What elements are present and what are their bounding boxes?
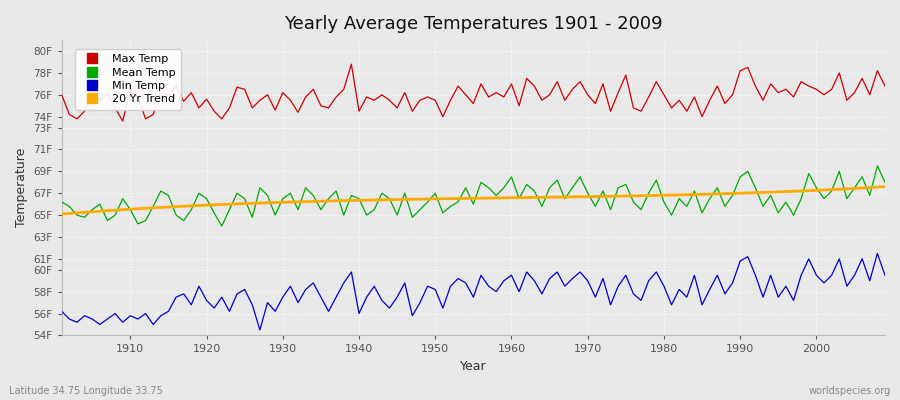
Legend: Max Temp, Mean Temp, Min Temp, 20 Yr Trend: Max Temp, Mean Temp, Min Temp, 20 Yr Tre… <box>76 49 181 110</box>
X-axis label: Year: Year <box>460 360 487 373</box>
Y-axis label: Temperature: Temperature <box>15 148 28 228</box>
Text: Latitude 34.75 Longitude 33.75: Latitude 34.75 Longitude 33.75 <box>9 386 163 396</box>
Text: worldspecies.org: worldspecies.org <box>809 386 891 396</box>
Title: Yearly Average Temperatures 1901 - 2009: Yearly Average Temperatures 1901 - 2009 <box>284 15 662 33</box>
